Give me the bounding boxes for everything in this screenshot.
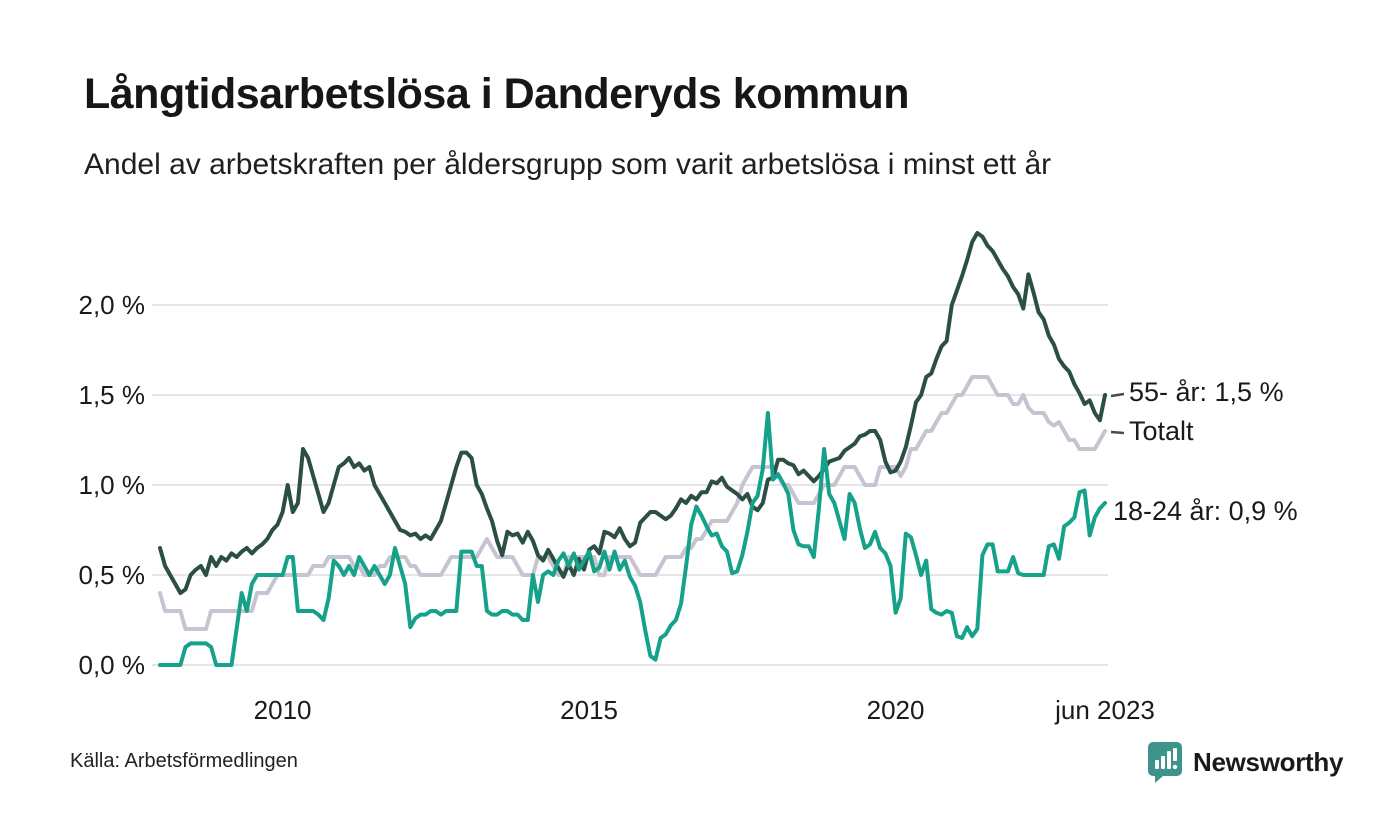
y-axis-tick-label: 1,0 % (79, 470, 146, 500)
newsworthy-bar-chart-pin-icon (1146, 740, 1184, 784)
y-axis-tick-label: 0,5 % (79, 560, 146, 590)
series-line-18-24-r (158, 411, 1107, 667)
y-axis-tick-label: 2,0 % (79, 290, 146, 320)
label-leader-dash (1110, 430, 1125, 435)
x-axis-tick-label: 2010 (254, 695, 312, 725)
x-axis-tick-label: 2020 (867, 695, 925, 725)
series-end-label-18-24-r: 18-24 år: 0,9 % (1113, 496, 1298, 526)
label-leader-dash (1110, 392, 1125, 398)
series-end-label-totalt: Totalt (1129, 416, 1194, 446)
series-line-totalt (158, 375, 1107, 631)
series-line-55-r (158, 231, 1107, 595)
page-subtitle: Andel av arbetskraften per åldersgrupp s… (84, 148, 1052, 181)
page-title: Långtidsarbetslösa i Danderyds kommun (84, 70, 909, 118)
newsworthy-logo-text: Newsworthy (1193, 746, 1344, 777)
x-axis-tick-label: 2015 (560, 695, 618, 725)
series-end-label-55-r: 55- år: 1,5 % (1129, 377, 1284, 407)
newsworthy-logo: Newsworthy (1146, 740, 1343, 784)
source-text: Källa: Arbetsförmedlingen (70, 750, 298, 772)
x-axis-tick-label: jun 2023 (1054, 695, 1155, 725)
y-axis-tick-label: 1,5 % (79, 380, 146, 410)
y-axis-tick-label: 0,0 % (79, 650, 146, 680)
